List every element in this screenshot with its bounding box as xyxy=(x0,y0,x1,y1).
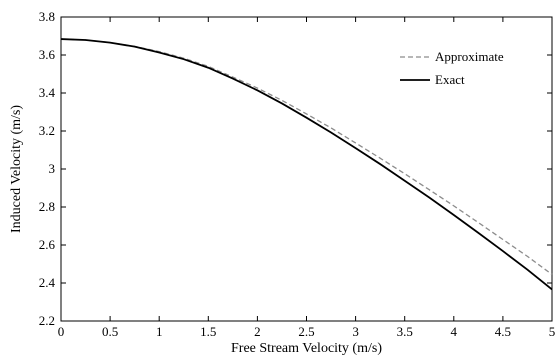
x-tick-label: 5 xyxy=(549,324,556,339)
y-tick-label: 3.2 xyxy=(39,123,55,138)
x-tick-label: 4.5 xyxy=(495,324,511,339)
x-tick-label: 2.5 xyxy=(298,324,314,339)
x-tick-label: 4 xyxy=(451,324,458,339)
legend-box xyxy=(392,44,542,92)
x-tick-label: 2 xyxy=(254,324,261,339)
legend-label-exact: Exact xyxy=(435,72,465,87)
y-tick-label: 2.4 xyxy=(39,275,56,290)
y-tick-label: 2.2 xyxy=(39,313,55,328)
series-line-exact xyxy=(60,38,553,291)
y-tick-label: 3.4 xyxy=(39,85,56,100)
y-tick-label: 2.8 xyxy=(39,199,55,214)
y-tick-label: 3.8 xyxy=(39,9,55,24)
legend-label-approximate: Approximate xyxy=(435,49,504,64)
x-tick-label: 1 xyxy=(156,324,163,339)
y-tick-label: 3.6 xyxy=(39,47,56,62)
x-tick-label: 3 xyxy=(352,324,359,339)
y-tick-label: 2.6 xyxy=(39,237,56,252)
x-tick-label: 3.5 xyxy=(397,324,413,339)
x-tick-label: 0.5 xyxy=(102,324,118,339)
y-axis-label: Induced Velocity (m/s) xyxy=(9,105,24,233)
data-series xyxy=(60,38,553,291)
tick-labels: 0 0.5 1 1.5 2 2.5 3 3.5 4 4.5 5 2.2 2.4 2.6 2.8 3 3.2 3.4… xyxy=(39,9,556,339)
legend: Approximate Exact xyxy=(392,44,542,92)
axis-ticks xyxy=(60,16,553,322)
x-tick-label: 0 xyxy=(58,324,65,339)
x-tick-label: 1.5 xyxy=(200,324,216,339)
x-axis-label: Free Stream Velocity (m/s) xyxy=(231,341,382,356)
y-tick-label: 3 xyxy=(49,161,56,176)
